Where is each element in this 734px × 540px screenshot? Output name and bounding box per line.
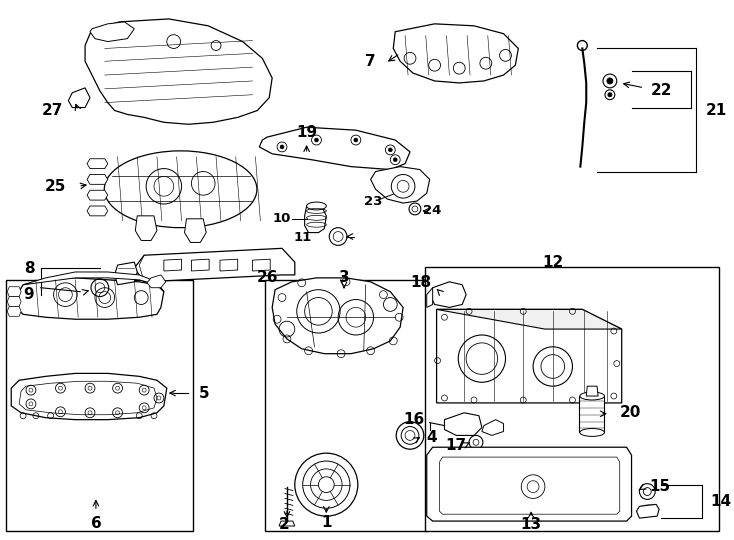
Bar [7,280,193,531]
Polygon shape [87,174,108,184]
Polygon shape [85,19,272,124]
Text: 10: 10 [273,212,291,225]
Polygon shape [87,206,108,216]
Ellipse shape [580,392,605,400]
Circle shape [393,158,397,161]
Polygon shape [305,206,327,233]
Ellipse shape [307,202,327,210]
Polygon shape [482,420,504,435]
Circle shape [314,138,319,142]
Polygon shape [184,219,206,242]
Text: 25: 25 [45,179,66,194]
Text: 19: 19 [296,125,317,140]
Text: 4: 4 [426,430,437,445]
Polygon shape [87,190,108,200]
Circle shape [608,93,612,97]
Polygon shape [7,287,21,296]
Text: 22: 22 [650,83,672,98]
Polygon shape [87,159,108,168]
Text: 26: 26 [256,271,278,285]
Bar [425,267,719,531]
Circle shape [354,138,357,142]
Polygon shape [636,504,659,518]
Polygon shape [192,259,209,271]
Circle shape [388,148,392,152]
Text: 11: 11 [294,231,312,244]
Text: 9: 9 [23,287,34,302]
Polygon shape [259,127,410,170]
Text: 18: 18 [410,275,432,291]
Text: 1: 1 [321,515,332,530]
Polygon shape [429,282,466,307]
Polygon shape [252,259,270,271]
Text: 27: 27 [42,103,63,118]
Circle shape [607,78,613,84]
Text: 3: 3 [338,271,349,285]
Polygon shape [220,259,238,271]
Polygon shape [11,373,167,420]
Text: 7: 7 [366,54,376,69]
Ellipse shape [104,151,257,228]
Text: 16: 16 [404,412,425,427]
Polygon shape [579,396,604,433]
Polygon shape [16,278,164,319]
Polygon shape [426,447,631,521]
Polygon shape [272,278,403,354]
Bar [265,280,426,531]
Polygon shape [68,88,90,107]
Text: 17: 17 [446,438,467,453]
Text: 8: 8 [23,260,34,275]
Polygon shape [115,262,137,285]
Polygon shape [7,306,21,316]
Polygon shape [440,457,619,514]
Polygon shape [437,309,622,329]
Polygon shape [7,296,21,306]
Text: 23: 23 [364,194,382,207]
Polygon shape [164,259,181,271]
Polygon shape [147,275,166,288]
Polygon shape [279,521,295,526]
Circle shape [280,145,284,149]
Text: 12: 12 [542,255,564,269]
Circle shape [295,453,357,516]
Ellipse shape [580,429,605,436]
Polygon shape [90,22,134,42]
Polygon shape [393,24,518,83]
Text: 5: 5 [198,386,209,401]
Polygon shape [23,272,164,292]
Text: 13: 13 [520,517,542,531]
Text: 24: 24 [424,205,442,218]
Text: 21: 21 [705,103,727,118]
Polygon shape [437,309,622,403]
Text: 20: 20 [619,406,641,420]
Polygon shape [586,386,598,396]
Text: 2: 2 [279,517,289,531]
Polygon shape [426,288,432,307]
Polygon shape [19,381,157,415]
Text: 6: 6 [90,516,101,530]
Text: 14: 14 [711,494,732,509]
Polygon shape [371,167,429,203]
Text: 15: 15 [650,479,670,494]
Polygon shape [445,413,482,435]
Polygon shape [134,248,295,282]
Polygon shape [135,216,157,240]
